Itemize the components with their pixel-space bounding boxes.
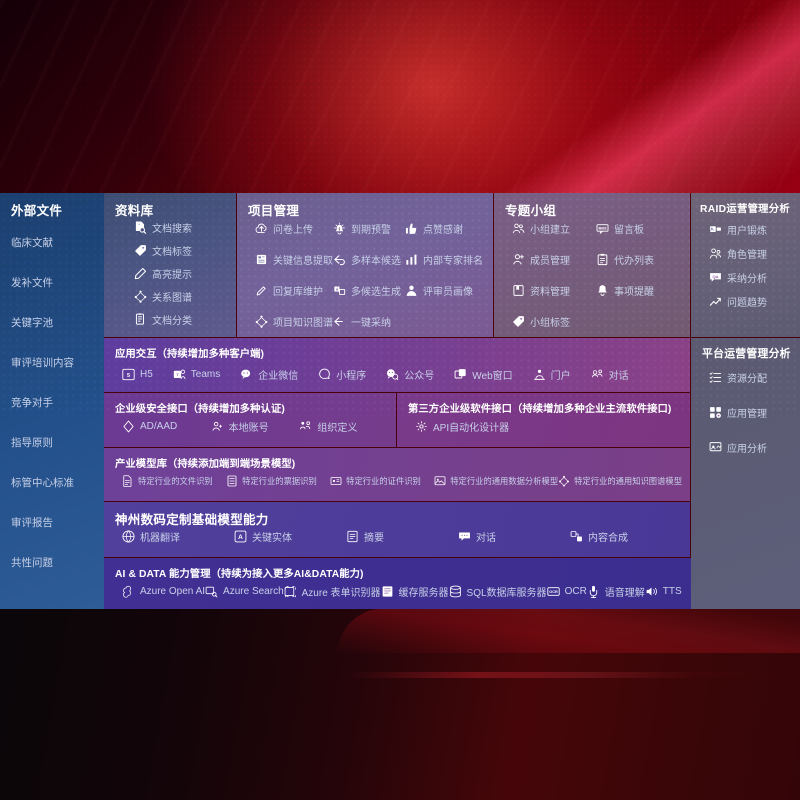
svg-text:OCR: OCR (549, 590, 558, 594)
svg-text:A: A (238, 534, 243, 541)
svg-text:BBS: BBS (599, 227, 607, 231)
svg-text:5: 5 (127, 373, 130, 379)
svg-text:QA: QA (712, 274, 718, 279)
